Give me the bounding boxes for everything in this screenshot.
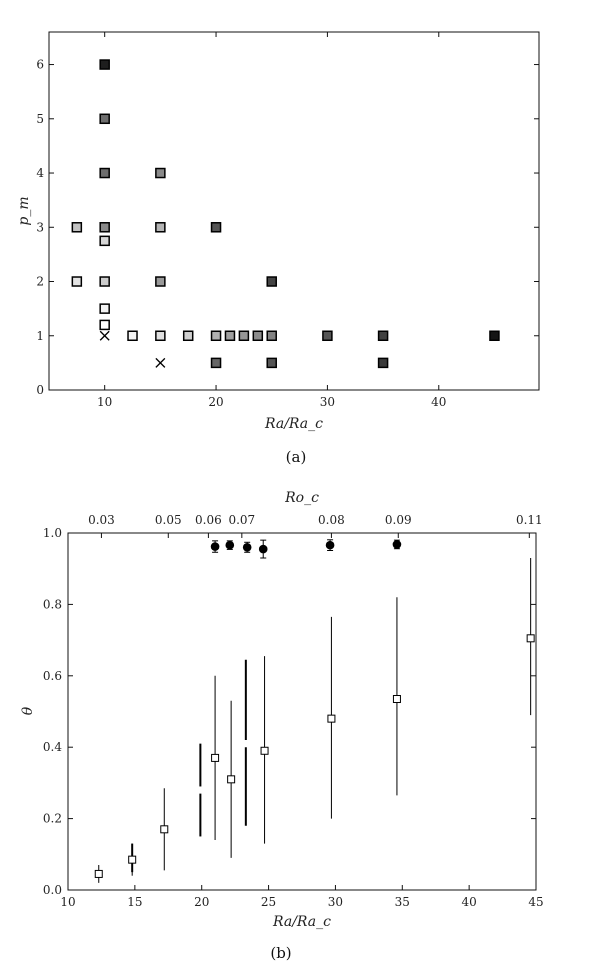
data-square-a bbox=[224, 330, 236, 342]
data-square-a bbox=[377, 330, 389, 342]
data-cross-a bbox=[99, 330, 110, 341]
y-tick-label-b: 0.4 bbox=[43, 740, 62, 754]
ticks-b: 10 15 20 25 30 35 40 45 0.0 0.2 0.4 0.6 0.8 1.0 0.03 0.… bbox=[43, 513, 544, 909]
top-tick-label-b: 0.08 bbox=[318, 513, 345, 527]
marks-b bbox=[94, 539, 535, 883]
top-tick-label-b: 0.09 bbox=[385, 513, 412, 527]
y-tick-label-a: 3 bbox=[36, 220, 44, 234]
chart-a: 10 20 30 40 0 1 2 3 4 5 6 Ra/Ra_c p_m (a) bbox=[16, 31, 540, 466]
data-square-a bbox=[99, 319, 110, 331]
y-tick-label-b: 0.6 bbox=[43, 669, 62, 683]
data-square-a bbox=[99, 113, 110, 125]
data-square-a bbox=[266, 276, 277, 287]
y-tick-label-a: 0 bbox=[36, 383, 44, 397]
ticks-a: 10 20 30 40 0 1 2 3 4 5 6 bbox=[36, 32, 539, 409]
caption-a: (a) bbox=[286, 448, 307, 466]
x-tick-label-a: 20 bbox=[208, 395, 223, 409]
data-circle-b bbox=[210, 542, 220, 551]
data-square-b bbox=[526, 634, 535, 643]
data-square-b bbox=[94, 869, 103, 878]
data-square-a bbox=[266, 330, 277, 342]
xlabel-b: Ra/Ra_c bbox=[272, 914, 331, 930]
top-tick-label-b: 0.11 bbox=[516, 513, 543, 527]
data-square-a bbox=[71, 222, 83, 233]
top-tick-label-b: 0.06 bbox=[195, 513, 222, 527]
data-square-b bbox=[227, 775, 236, 784]
data-square-a bbox=[155, 222, 166, 233]
y-tick-label-a: 2 bbox=[36, 275, 44, 289]
data-square-a bbox=[155, 276, 166, 287]
data-square-b bbox=[392, 695, 401, 704]
data-square-a bbox=[99, 276, 110, 287]
cross-stroke bbox=[155, 357, 166, 368]
x-tick-label-b: 30 bbox=[328, 895, 343, 909]
top-tick-label-b: 0.07 bbox=[228, 513, 255, 527]
y-tick-label-a: 5 bbox=[36, 112, 44, 126]
data-square-a bbox=[99, 222, 110, 233]
x-tick-label-b: 15 bbox=[127, 895, 142, 909]
data-square-a bbox=[99, 235, 110, 247]
data-square-a bbox=[155, 167, 166, 179]
y-tick-label-b: 0.0 bbox=[43, 883, 62, 897]
xlabel-a: Ra/Ra_c bbox=[264, 416, 323, 432]
x-tick-label-b: 40 bbox=[462, 895, 477, 909]
top-xlabel-b: Ro_c bbox=[284, 490, 319, 506]
data-square-a bbox=[210, 357, 222, 369]
data-square-a bbox=[489, 330, 500, 342]
x-tick-label-b: 45 bbox=[528, 895, 543, 909]
x-tick-label-b: 20 bbox=[194, 895, 209, 909]
marks-a bbox=[71, 59, 500, 369]
x-tick-label-a: 10 bbox=[97, 395, 112, 409]
data-square-a bbox=[99, 303, 110, 314]
data-circle-b bbox=[258, 544, 268, 554]
cross-stroke bbox=[99, 330, 110, 341]
y-tick-label-b: 1.0 bbox=[43, 526, 62, 540]
data-square-a bbox=[99, 167, 110, 179]
y-tick-label-b: 0.2 bbox=[43, 812, 62, 826]
plot-frame-b bbox=[67, 532, 537, 891]
data-square-b bbox=[211, 753, 220, 762]
data-circle-b bbox=[392, 540, 402, 549]
data-cross-a bbox=[155, 357, 166, 368]
data-square-a bbox=[252, 330, 264, 342]
data-square-a bbox=[377, 357, 389, 369]
x-tick-label-b: 35 bbox=[395, 895, 410, 909]
ylabel-b: θ bbox=[20, 706, 36, 715]
y-tick-label-a: 4 bbox=[36, 166, 44, 180]
caption-b: (b) bbox=[270, 944, 291, 962]
x-tick-label-a: 30 bbox=[320, 395, 335, 409]
x-tick-label-a: 40 bbox=[431, 395, 446, 409]
data-square-a bbox=[155, 330, 166, 342]
data-square-b bbox=[160, 825, 169, 834]
x-tick-label-b: 25 bbox=[261, 895, 276, 909]
data-square-b bbox=[327, 714, 336, 723]
ylabel-a: p_m bbox=[16, 196, 32, 225]
data-square-a bbox=[266, 357, 277, 369]
data-square-a bbox=[210, 222, 222, 233]
chart-b: 10 15 20 25 30 35 40 45 0.0 0.2 0.4 0.6 0.8 1.0 0.03 0.… bbox=[20, 490, 544, 962]
x-tick-label-b: 10 bbox=[60, 895, 75, 909]
data-square-a bbox=[71, 276, 83, 287]
y-tick-label-b: 0.8 bbox=[43, 597, 62, 611]
data-square-a bbox=[322, 330, 333, 342]
y-tick-label-a: 1 bbox=[36, 329, 44, 343]
data-square-a bbox=[182, 330, 194, 342]
data-square-a bbox=[238, 330, 250, 342]
data-circle-b bbox=[225, 540, 235, 550]
data-square-b bbox=[128, 855, 137, 864]
data-square-a bbox=[127, 330, 138, 342]
data-square-a bbox=[99, 59, 110, 70]
top-tick-label-b: 0.05 bbox=[155, 513, 182, 527]
top-tick-label-b: 0.03 bbox=[88, 513, 115, 527]
plot-frame-a bbox=[48, 31, 540, 391]
data-circle-b bbox=[325, 540, 335, 550]
y-tick-label-a: 6 bbox=[36, 58, 44, 72]
data-square-b bbox=[260, 746, 269, 755]
data-square-a bbox=[210, 330, 222, 342]
data-circle-b bbox=[242, 542, 252, 552]
